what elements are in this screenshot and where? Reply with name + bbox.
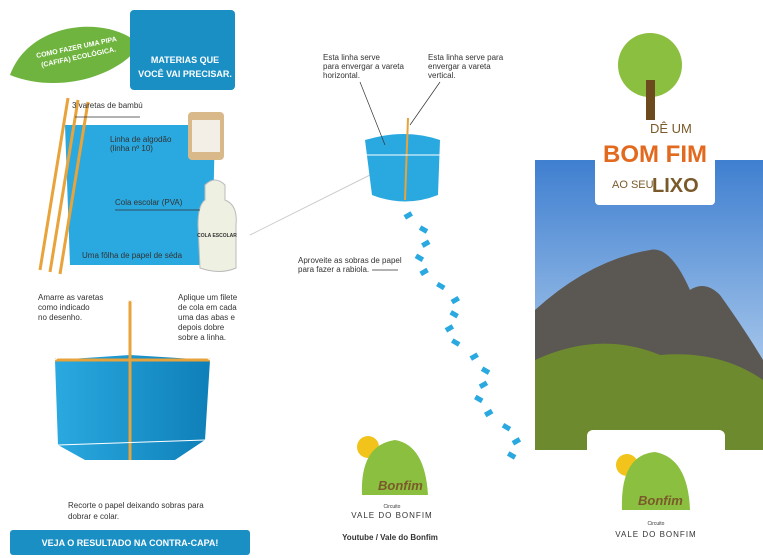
- logo-place: VALE DO BONFIM: [615, 530, 696, 539]
- note-vertical: Esta linha serve para: [428, 53, 504, 62]
- materials-header: VOCÊ VAI PRECISAR.: [138, 68, 232, 79]
- note-vertical: envergar a vareta: [428, 62, 491, 71]
- step-glue: de cola em cada: [178, 303, 237, 312]
- paper-label: Uma fôlha de papel de séda: [82, 251, 183, 260]
- note-horizontal: para envergar a vareta: [323, 62, 404, 71]
- step-cut: dobrar e colar.: [68, 512, 119, 521]
- note-vertical: vertical.: [428, 71, 456, 80]
- thread-label: (linha nº 10): [110, 144, 153, 153]
- logo-name: Bonfim: [638, 493, 683, 508]
- thread: [192, 120, 220, 152]
- step-glue: uma das abas e: [178, 313, 235, 322]
- sticks-label: 3 varetas de bambú: [72, 101, 143, 110]
- tail-bow: [512, 437, 521, 445]
- note-horizontal: Esta linha serve: [323, 53, 380, 62]
- tail-bow: [481, 367, 490, 375]
- slogan: BOM FIM: [603, 141, 707, 168]
- tail-bow: [404, 211, 413, 219]
- left-panel: COMO FAZER UMA PIPA (CAFIFA) ECOLÓGICA. …: [10, 10, 250, 555]
- tree-trunk: [646, 80, 655, 120]
- tail-bow: [451, 296, 460, 304]
- page: {"left_panel":{"leaf_title":["COMO FAZER…: [0, 0, 763, 558]
- kite-line: [250, 175, 370, 235]
- step-tie: no desenho.: [38, 313, 82, 322]
- pointer: [360, 82, 385, 145]
- logo-name: Bonfim: [378, 478, 423, 493]
- pointer: [410, 82, 440, 125]
- step-glue: sobre a linha.: [178, 333, 226, 342]
- tail-bow: [474, 395, 483, 403]
- materials-header: MATERIAS QUE: [151, 55, 219, 65]
- step-tie: como indicado: [38, 303, 90, 312]
- tail-bow: [507, 451, 516, 459]
- tail-bow: [415, 254, 424, 262]
- note-tail: para fazer a rabiola.: [298, 265, 369, 274]
- middle-panel: Esta linha serve para envergar a vareta …: [250, 53, 521, 542]
- logo-circuit: Circuito: [648, 521, 665, 527]
- tail-bow: [470, 352, 479, 360]
- tail-bow: [419, 225, 428, 233]
- logo-place: VALE DO BONFIM: [351, 511, 432, 520]
- tail-bow: [451, 338, 460, 346]
- note-tail: Aproveite as sobras de papel: [298, 256, 402, 265]
- step-glue: Aplique um filete: [178, 293, 238, 302]
- slogan: AO SEU: [612, 179, 654, 191]
- kite-tail: [404, 211, 522, 459]
- slogan: LIXO: [652, 175, 699, 197]
- note-horizontal: horizontal.: [323, 71, 360, 80]
- credit: Youtube / Vale do Bonfim: [342, 533, 438, 542]
- brochure: COMO FAZER UMA PIPA (CAFIFA) ECOLÓGICA. …: [0, 0, 763, 558]
- tail-bow: [449, 310, 458, 318]
- logo-circuit: Circuito: [384, 504, 401, 510]
- right-panel: DÊ UM BOM FIM AO SEU LIXO Bonfim Circuit…: [535, 30, 763, 548]
- thread-label: Linha de algodão: [110, 135, 172, 144]
- tail-bow: [419, 268, 428, 276]
- tail-bow: [436, 282, 445, 290]
- tail-bow: [502, 423, 511, 431]
- tail-bow: [479, 381, 488, 389]
- tail-bow: [421, 240, 430, 248]
- slogan: DÊ UM: [650, 121, 692, 136]
- glue-label: Cola escolar (PVA): [115, 198, 183, 207]
- footer-banner-text: VEJA O RESULTADO NA CONTRA-CAPA!: [42, 538, 219, 548]
- tail-bow: [445, 324, 454, 332]
- kite: [365, 134, 440, 202]
- step-glue: depois dobre: [178, 323, 225, 332]
- glue-bottle-label: COLA ESCOLAR: [197, 233, 237, 239]
- tail-bow: [484, 409, 493, 417]
- step-cut: Recorte o papel deixando sobras para: [68, 501, 204, 510]
- step-tie: Amarre as varetas: [38, 293, 103, 302]
